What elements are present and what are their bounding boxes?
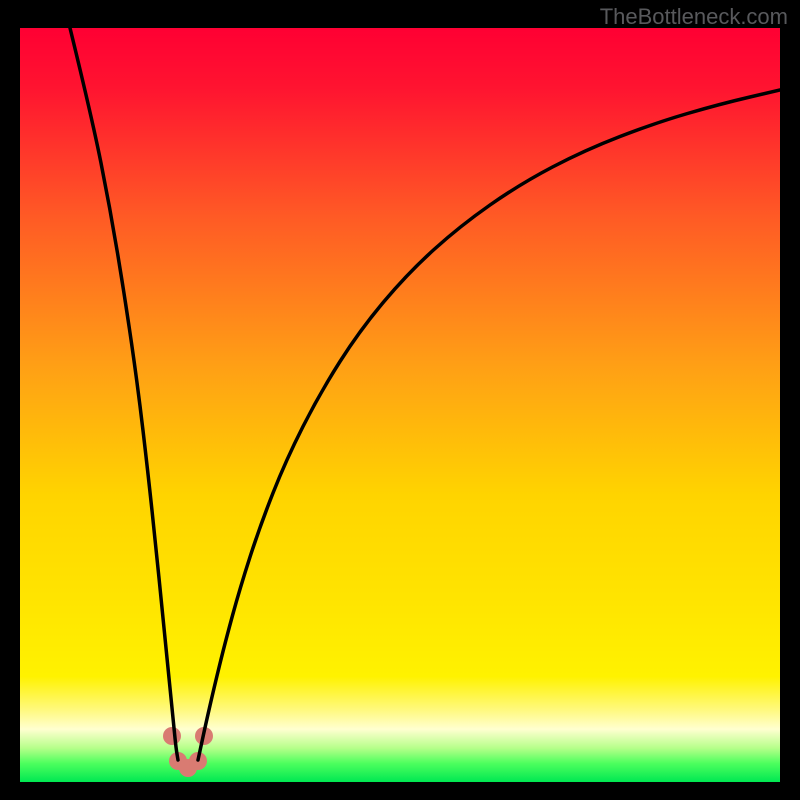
dip-marker: [163, 727, 181, 745]
watermark-text: TheBottleneck.com: [600, 4, 788, 30]
bottleneck-curve-svg: [20, 28, 780, 782]
chart-frame: TheBottleneck.com: [0, 0, 800, 800]
gradient-background: [20, 28, 780, 782]
plot-area: [20, 28, 780, 782]
